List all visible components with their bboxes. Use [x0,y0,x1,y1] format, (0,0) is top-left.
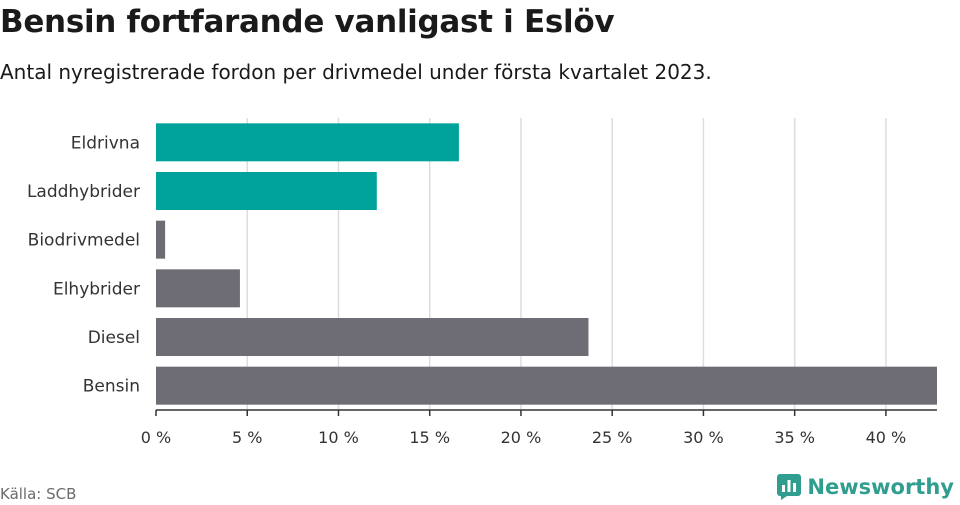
x-tick-label: 10 % [318,428,359,447]
bar [156,123,459,162]
bar [156,269,240,308]
bar [156,220,166,259]
chart-title: Bensin fortfarande vanligast i Eslöv [0,4,615,40]
bar [156,318,589,356]
bar [156,172,377,210]
x-tick-label: 0 % [141,428,171,447]
x-tick-label: 25 % [592,428,633,447]
chart-subtitle: Antal nyregistrerade fordon per drivmede… [0,60,712,84]
x-tick-label: 30 % [683,428,724,447]
x-tick-label: 15 % [409,428,450,447]
newsworthy-logo-icon [777,474,802,500]
brand-name: Newsworthy [807,475,954,499]
x-tick-label: 5 % [232,428,262,447]
bar [156,366,937,405]
category-label: Eldrivna [71,133,140,153]
x-tick-label: 20 % [501,428,542,447]
category-label: Elhybrider [53,279,140,299]
bar-chart: Eldrivna Laddhybrider Biodrivmedel Elhybrid… [27,118,937,447]
x-tick-label: 40 % [866,428,907,447]
category-label: Biodrivmedel [28,231,140,251]
source-note: Källa: SCB [0,485,77,503]
category-label: Diesel [88,328,140,348]
newsworthy-brand: Newsworthy [777,474,954,500]
category-label: Laddhybrider [27,182,140,202]
category-label: Bensin [83,377,140,397]
x-tick-label: 35 % [774,428,815,447]
